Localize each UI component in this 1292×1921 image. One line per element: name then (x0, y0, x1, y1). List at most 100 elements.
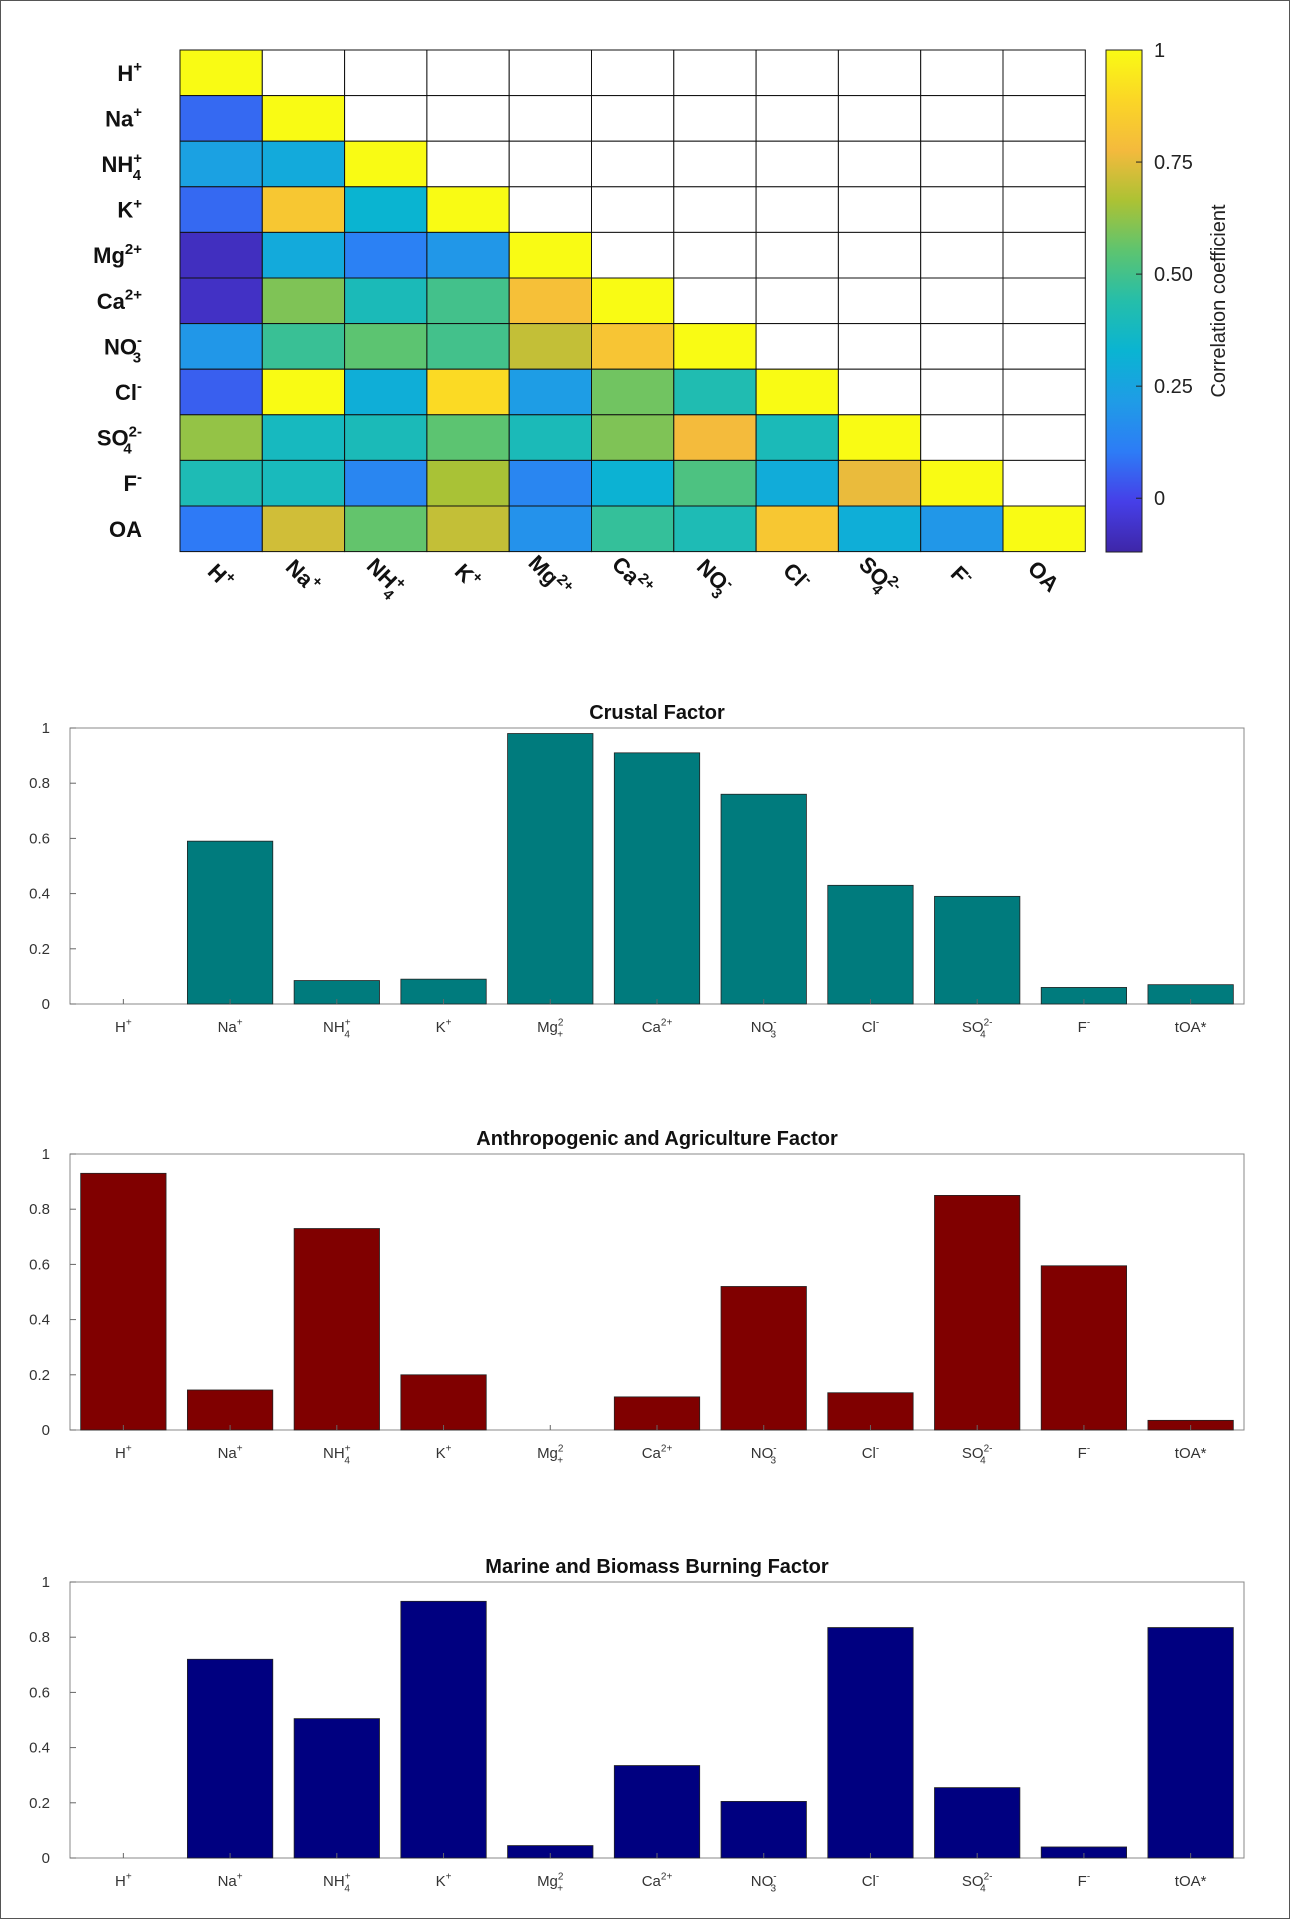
y-tick-label: 0.4 (29, 1312, 50, 1329)
bar (1147, 1627, 1234, 1859)
x-tick-label: H+ (115, 1444, 132, 1462)
heatmap-cell (179, 49, 263, 97)
heatmap-cell (673, 186, 757, 233)
bar (720, 1286, 807, 1431)
heatmap-cell (508, 49, 593, 97)
heatmap-cell (837, 231, 922, 279)
chart-title: Marine and Biomass Burning Factor (485, 1556, 829, 1578)
y-tick-label: 0.8 (29, 1629, 50, 1646)
heatmap-cell (591, 323, 675, 370)
heatmap-cell (755, 140, 839, 188)
x-tick-label: Na+ (218, 1018, 243, 1036)
bar (186, 1658, 274, 1859)
y-tick-label: 0.8 (29, 775, 50, 792)
heatmap-cell (591, 186, 675, 233)
heatmap-cell (591, 95, 675, 142)
y-tick-label: 0.4 (29, 886, 50, 903)
heatmap-col-label: Na+ (281, 553, 327, 599)
bar (613, 1765, 701, 1859)
heatmap-row-label: NO-3 (104, 332, 142, 366)
heatmap-cell (179, 505, 263, 553)
heatmap-cell (591, 231, 675, 279)
y-tick-label: 0.6 (29, 1684, 50, 1701)
bar (934, 1787, 1021, 1859)
heatmap-cell (179, 368, 263, 416)
heatmap-cell (508, 505, 593, 553)
heatmap-cell (920, 186, 1004, 233)
heatmap-cell (1002, 368, 1086, 416)
heatmap-cell (591, 277, 675, 325)
x-tick-label: F- (1078, 1018, 1091, 1036)
heatmap-row-label: SO2-4 (97, 423, 142, 457)
heatmap-cell (920, 140, 1004, 188)
heatmap-cell (261, 505, 346, 553)
y-tick-label: 1 (42, 720, 50, 737)
heatmap-cell (344, 323, 428, 370)
x-tick-label: Ca2+ (642, 1872, 673, 1890)
heatmap-cell (261, 368, 346, 416)
x-tick-label: tOA* (1175, 1873, 1207, 1890)
heatmap-cell (344, 277, 428, 325)
bar-panel: Anthropogenic and Agriculture Factor 0 0.2… (29, 1128, 1245, 1467)
heatmap-col-label: Mg2+ (524, 549, 578, 603)
heatmap-cell (344, 505, 428, 553)
bar (720, 1801, 807, 1859)
heatmap-cell (261, 414, 346, 461)
heatmap-row-label: Mg2+ (93, 241, 142, 268)
heatmap-cell (1002, 459, 1086, 507)
heatmap: H+ Na+ NH+ 4 K+ Mg2+ Ca2+ NO-3 Cl- SO2-4 F- OA H+ Na+… (93, 40, 1230, 604)
heatmap-cell (508, 323, 593, 370)
heatmap-cell (261, 95, 346, 142)
x-tick-label: NH+ 4 (323, 1018, 351, 1041)
heatmap-cell (344, 368, 428, 416)
heatmap-cell (920, 505, 1004, 553)
x-tick-label: Cl- (862, 1872, 880, 1890)
x-tick-label: K+ (436, 1444, 452, 1462)
heatmap-cell (591, 368, 675, 416)
heatmap-cell (261, 49, 346, 97)
heatmap-cell (837, 95, 922, 142)
colorbar-tick-label: 0.25 (1154, 376, 1193, 398)
x-tick-label: NO-3 (751, 1444, 777, 1467)
x-tick-label: tOA* (1175, 1445, 1207, 1462)
x-tick-label: Na+ (218, 1444, 243, 1462)
x-tick-label: F- (1078, 1444, 1091, 1462)
heatmap-cell (591, 505, 675, 553)
heatmap-cell (179, 95, 263, 142)
colorbar-tick-label: 1 (1154, 40, 1165, 62)
heatmap-cell (920, 231, 1004, 279)
heatmap-cell (837, 186, 922, 233)
heatmap-cell (755, 186, 839, 233)
bar (293, 1718, 380, 1859)
x-tick-label: Mg2 + (537, 1018, 564, 1041)
bar-panel: Crustal Factor 0 0.2 0.4 0.6 0.8 1 H+ Na+ NH+ 4 K+ M… (29, 702, 1245, 1041)
heatmap-cell (508, 459, 593, 507)
heatmap-cell (591, 459, 675, 507)
heatmap-cell (179, 323, 263, 370)
heatmap-row-label: NH+ 4 (101, 150, 142, 184)
heatmap-cell (426, 231, 510, 279)
heatmap-cell (1002, 186, 1086, 233)
heatmap-cell (755, 323, 839, 370)
heatmap-cell (344, 186, 428, 233)
heatmap-cell (837, 277, 922, 325)
heatmap-cell (837, 414, 922, 461)
x-tick-label: NH+ 4 (323, 1872, 351, 1895)
heatmap-row-label: F- (124, 469, 142, 496)
heatmap-cell (920, 323, 1004, 370)
heatmap-cell (344, 95, 428, 142)
heatmap-cell (179, 459, 263, 507)
x-tick-label: NH+ 4 (323, 1444, 351, 1467)
bar (613, 752, 701, 1005)
heatmap-row-label: K+ (117, 195, 142, 222)
heatmap-cell (837, 140, 922, 188)
bar (293, 1228, 380, 1431)
bar (827, 1392, 914, 1431)
colorbar-tick-label: 0.75 (1154, 152, 1193, 174)
heatmap-cell (179, 277, 263, 325)
heatmap-cell (426, 277, 510, 325)
x-tick-label: Mg2 + (537, 1872, 564, 1895)
heatmap-cell (673, 368, 757, 416)
heatmap-cell (508, 368, 593, 416)
